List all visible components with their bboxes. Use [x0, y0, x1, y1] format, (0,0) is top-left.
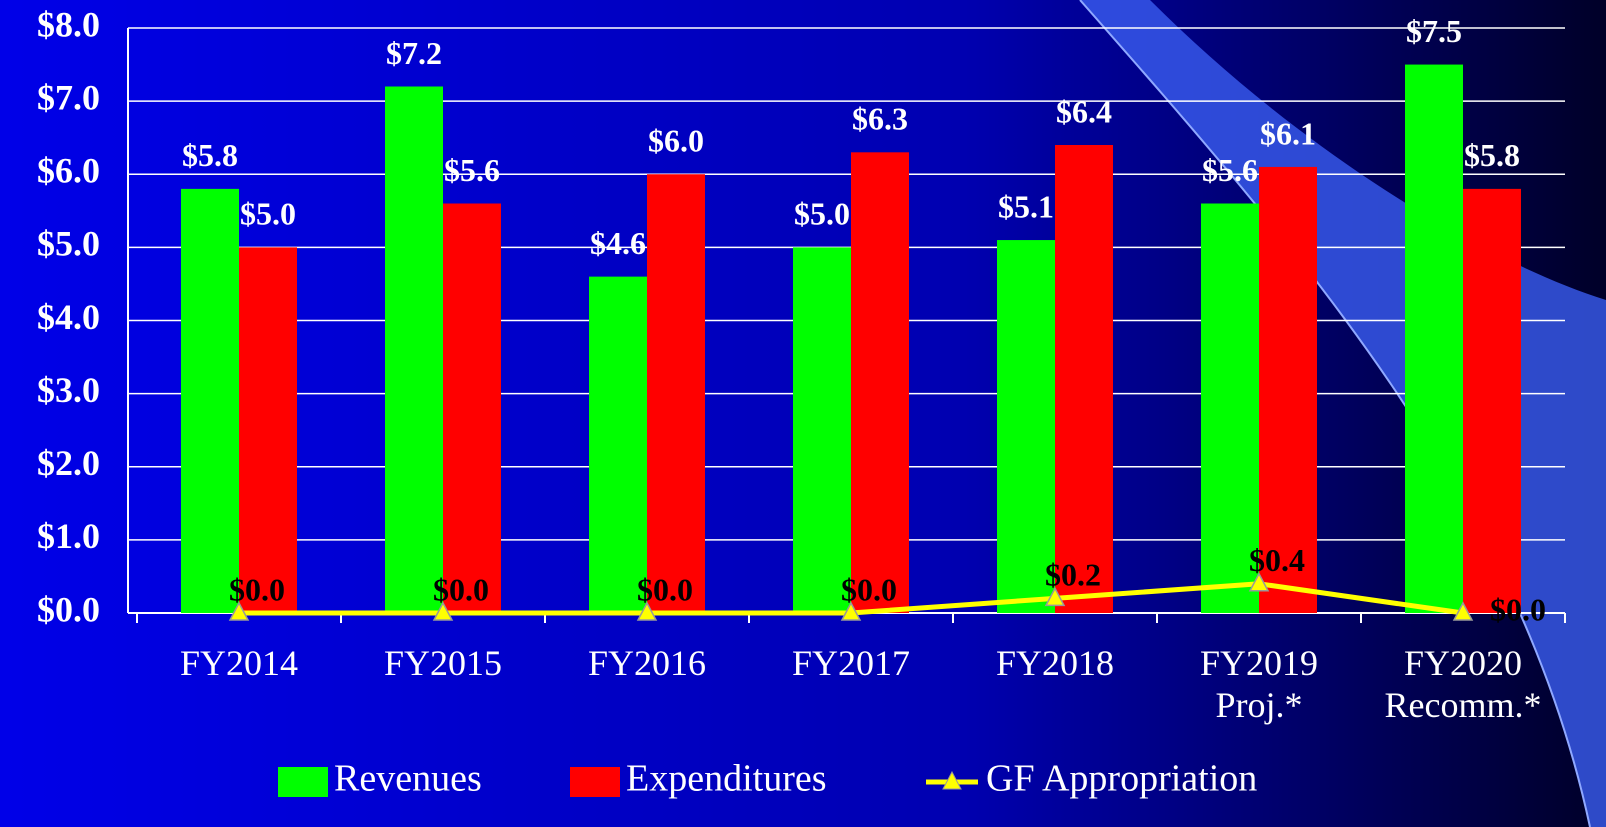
line-marker	[1452, 601, 1474, 621]
y-tick-label: $4.0	[37, 297, 100, 337]
value-label: $0.0	[841, 571, 897, 607]
x-tick-label: FY2016	[587, 643, 707, 683]
y-tick-label: $5.0	[37, 224, 100, 264]
line-marker	[840, 601, 862, 621]
legend-label: GF Appropriation	[986, 758, 1257, 800]
legend-label: Revenues	[334, 758, 482, 800]
x-tick-label: FY2014	[179, 643, 299, 683]
value-label: $6.1	[1260, 115, 1316, 151]
value-label: $0.0	[433, 571, 489, 607]
bar	[443, 203, 501, 613]
value-label: $5.1	[998, 188, 1054, 224]
bar	[181, 188, 239, 613]
value-label: $0.2	[1045, 557, 1101, 593]
bar	[997, 240, 1055, 613]
value-label: $0.0	[1490, 591, 1546, 627]
bar	[647, 174, 705, 613]
legend-swatch	[570, 767, 620, 797]
legend-label: Expenditures	[626, 758, 827, 800]
y-tick-label: $6.0	[37, 151, 100, 191]
bar	[793, 247, 851, 613]
bar	[1201, 203, 1259, 613]
value-label: $0.4	[1249, 542, 1305, 578]
y-tick-label: $3.0	[37, 370, 100, 410]
y-tick-label: $7.0	[37, 77, 100, 117]
value-label: $0.0	[637, 571, 693, 607]
value-label: $7.2	[386, 35, 442, 71]
bar	[239, 247, 297, 613]
y-tick-label: $8.0	[37, 4, 100, 44]
value-label: $5.6	[444, 152, 500, 188]
value-label: $4.6	[590, 225, 646, 261]
line-marker	[1248, 572, 1270, 592]
line-marker	[1044, 586, 1066, 607]
x-tick-label: FY2020 Recomm.*	[1384, 643, 1542, 725]
value-label: $6.4	[1056, 93, 1112, 129]
legend-marker	[942, 770, 962, 790]
value-label: $6.3	[852, 101, 908, 137]
swoosh-edge	[1079, 0, 1591, 827]
bar	[589, 276, 647, 613]
bar	[1259, 166, 1317, 613]
bar	[851, 152, 909, 613]
bar	[1405, 64, 1463, 613]
value-label: $5.0	[240, 196, 296, 232]
value-label: $6.0	[648, 123, 704, 159]
line-marker	[228, 601, 250, 621]
value-label: $0.0	[229, 571, 285, 607]
bar	[385, 86, 443, 613]
line-marker	[636, 601, 658, 621]
y-tick-label: $0.0	[37, 589, 100, 629]
legend-swatch	[278, 767, 328, 797]
x-tick-label: FY2017	[791, 643, 911, 683]
value-label: $5.6	[1202, 152, 1258, 188]
bar	[1463, 188, 1521, 613]
value-label: $5.0	[794, 196, 850, 232]
bar	[1055, 145, 1113, 613]
value-label: $7.5	[1406, 13, 1462, 49]
y-tick-label: $1.0	[37, 516, 100, 556]
value-label: $5.8	[1464, 137, 1520, 173]
value-label: $5.8	[182, 137, 238, 173]
x-tick-label: FY2018	[995, 643, 1115, 683]
x-tick-label: FY2019 Proj.*	[1199, 643, 1319, 725]
y-tick-label: $2.0	[37, 443, 100, 483]
line-marker	[432, 601, 454, 621]
x-tick-label: FY2015	[383, 643, 503, 683]
